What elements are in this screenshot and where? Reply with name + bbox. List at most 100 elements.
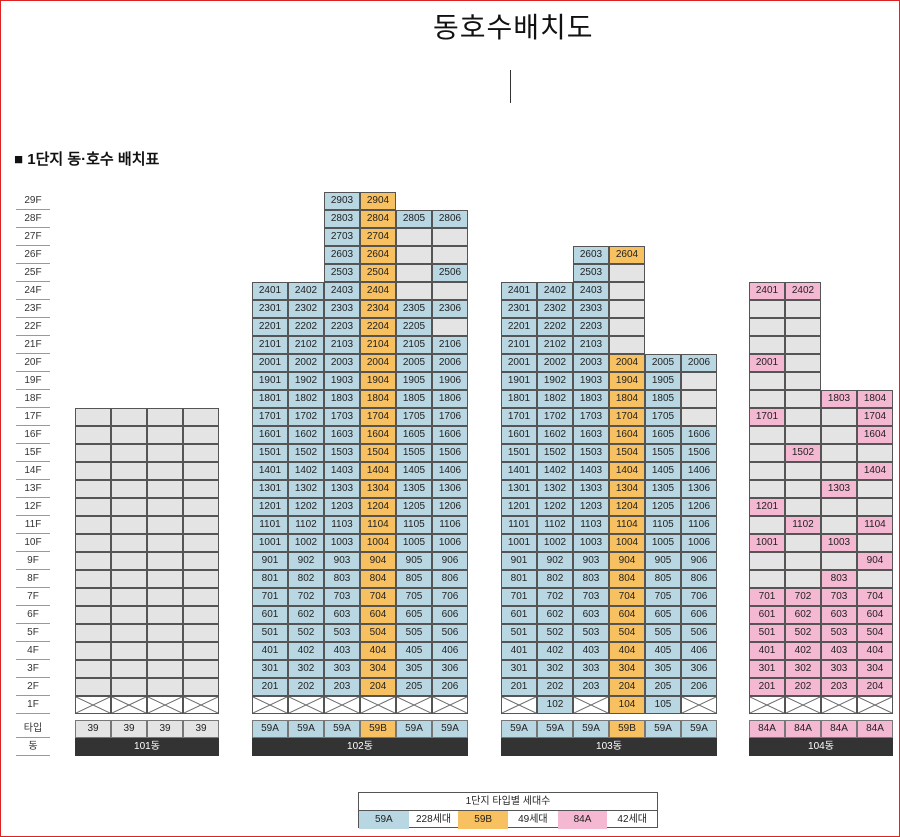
- unit-cell: 1402: [288, 462, 324, 480]
- building-name-bar: 103동: [501, 738, 717, 756]
- unit-cell: 303: [821, 660, 857, 678]
- unit-cell: 602: [288, 606, 324, 624]
- unit-cell: 406: [432, 642, 468, 660]
- unit-cell: 606: [432, 606, 468, 624]
- unit-cell: 301: [252, 660, 288, 678]
- unit-cell: 1403: [573, 462, 609, 480]
- unit-cell-empty: [857, 444, 893, 462]
- unit-cell: 1906: [432, 372, 468, 390]
- unit-cell: 105: [645, 696, 681, 714]
- piloti-cell: [252, 696, 288, 714]
- unit-cell: 2401: [749, 282, 785, 300]
- unit-cell-empty: [147, 444, 183, 462]
- floor-label: 8F: [16, 570, 50, 588]
- unit-cell: 2006: [681, 354, 717, 372]
- unit-cell: 304: [857, 660, 893, 678]
- unit-cell: 1901: [252, 372, 288, 390]
- unit-cell: 403: [573, 642, 609, 660]
- unit-cell-empty: [785, 498, 821, 516]
- unit-cell: 1102: [288, 516, 324, 534]
- unit-cell-empty: [785, 480, 821, 498]
- unit-cell: 1805: [396, 390, 432, 408]
- unit-cell-empty: [749, 336, 785, 354]
- unit-cell: 201: [749, 678, 785, 696]
- unit-cell-empty: [111, 480, 147, 498]
- unit-cell-empty: [749, 552, 785, 570]
- unit-cell: 702: [537, 588, 573, 606]
- unit-cell: 1705: [396, 408, 432, 426]
- piloti-cell: [75, 696, 111, 714]
- unit-cell: 801: [252, 570, 288, 588]
- unit-cell-empty: [183, 408, 219, 426]
- unit-cell: 1902: [288, 372, 324, 390]
- unit-cell: 2301: [501, 300, 537, 318]
- floor-label: 28F: [16, 210, 50, 228]
- floor-label: 2F: [16, 678, 50, 696]
- unit-cell: 1804: [609, 390, 645, 408]
- unit-cell: 203: [573, 678, 609, 696]
- piloti-cell: [749, 696, 785, 714]
- unit-cell: 1204: [360, 498, 396, 516]
- unit-cell: 1301: [252, 480, 288, 498]
- unit-cell-empty: [75, 552, 111, 570]
- unit-cell: 906: [432, 552, 468, 570]
- unit-cell: 404: [857, 642, 893, 660]
- unit-cell: 2004: [360, 354, 396, 372]
- unit-cell: 102: [537, 696, 573, 714]
- unit-cell-empty: [111, 408, 147, 426]
- unit-cell: 1406: [432, 462, 468, 480]
- unit-cell: 2303: [573, 300, 609, 318]
- unit-cell: 902: [537, 552, 573, 570]
- floor-label: 20F: [16, 354, 50, 372]
- unit-cell: 1502: [537, 444, 573, 462]
- unit-cell-empty: [785, 408, 821, 426]
- unit-cell: 1204: [609, 498, 645, 516]
- unit-cell: 203: [821, 678, 857, 696]
- unit-cell: 1201: [501, 498, 537, 516]
- unit-cell-empty: [183, 426, 219, 444]
- unit-cell: 502: [537, 624, 573, 642]
- unit-cell: 1504: [360, 444, 396, 462]
- unit-cell: 702: [288, 588, 324, 606]
- unit-cell-empty: [183, 444, 219, 462]
- unit-cell-empty: [75, 624, 111, 642]
- unit-cell: 2002: [537, 354, 573, 372]
- type-cell: 59A: [681, 720, 717, 738]
- unit-cell-empty: [147, 408, 183, 426]
- unit-cell: 1305: [396, 480, 432, 498]
- unit-cell: 405: [645, 642, 681, 660]
- unit-cell: 2805: [396, 210, 432, 228]
- unit-cell: 903: [573, 552, 609, 570]
- unit-cell: 1406: [681, 462, 717, 480]
- unit-cell-empty: [147, 570, 183, 588]
- unit-cell-empty: [147, 606, 183, 624]
- unit-cell-empty: [785, 336, 821, 354]
- unit-cell: 2003: [573, 354, 609, 372]
- unit-cell: 2202: [288, 318, 324, 336]
- unit-cell-empty: [681, 372, 717, 390]
- unit-cell-empty: [147, 552, 183, 570]
- unit-cell: 1505: [645, 444, 681, 462]
- unit-cell: 1905: [645, 372, 681, 390]
- unit-cell: 1601: [501, 426, 537, 444]
- type-row-label: 타입: [16, 720, 50, 738]
- piloti-cell: [111, 696, 147, 714]
- building-row-label: 동: [16, 738, 50, 756]
- unit-cell: 903: [324, 552, 360, 570]
- type-cell: 59A: [501, 720, 537, 738]
- unit-cell: 802: [288, 570, 324, 588]
- unit-cell-empty: [396, 282, 432, 300]
- building-name-bar: 101동: [75, 738, 219, 756]
- unit-cell: 1702: [537, 408, 573, 426]
- unit-cell: 2404: [360, 282, 396, 300]
- unit-cell: 1606: [681, 426, 717, 444]
- unit-cell: 1503: [573, 444, 609, 462]
- unit-cell: 2005: [645, 354, 681, 372]
- unit-cell: 701: [501, 588, 537, 606]
- unit-cell: 602: [785, 606, 821, 624]
- unit-cell: 401: [749, 642, 785, 660]
- unit-cell: 302: [288, 660, 324, 678]
- unit-cell: 2703: [324, 228, 360, 246]
- unit-cell: 2102: [288, 336, 324, 354]
- unit-cell: 1103: [573, 516, 609, 534]
